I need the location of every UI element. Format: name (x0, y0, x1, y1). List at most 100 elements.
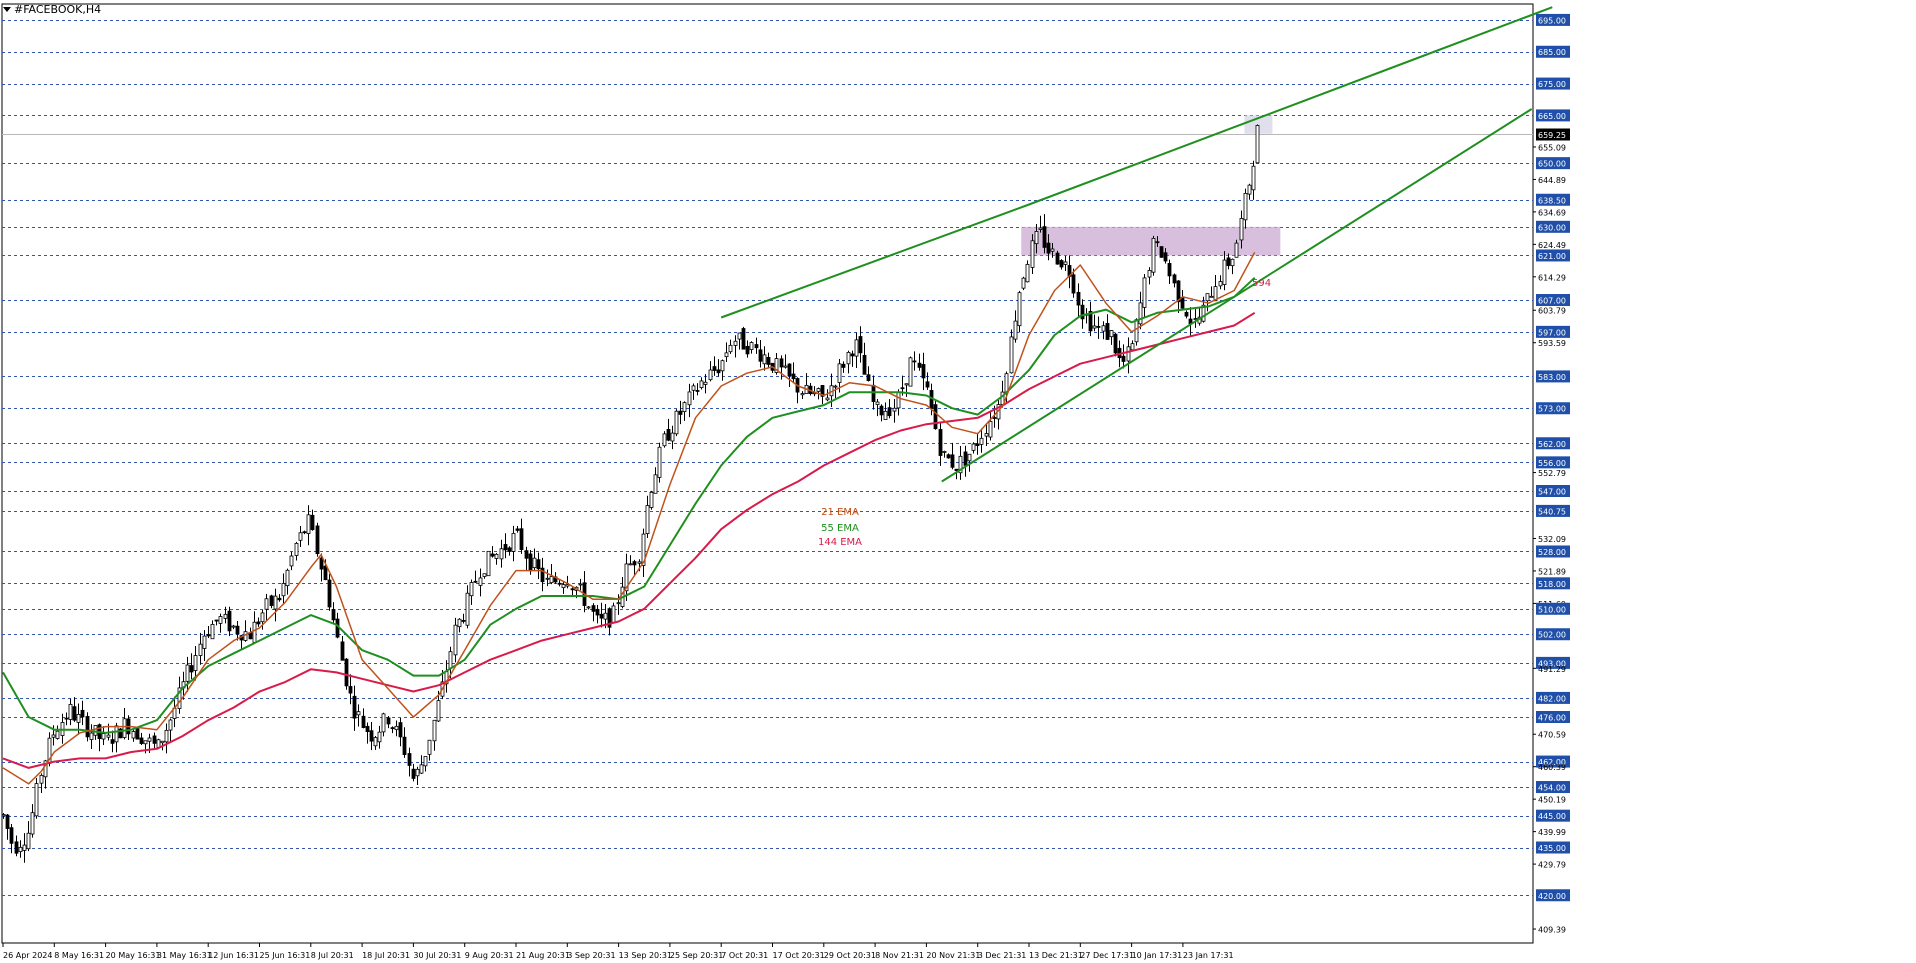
candle-body (68, 703, 73, 720)
candle-body (1251, 165, 1256, 191)
price-level-label: 597.00 (1538, 328, 1566, 337)
time-axis-label: 31 May 16:31 (157, 951, 212, 960)
candle-body (528, 553, 533, 572)
candle-body (892, 407, 897, 412)
candle-body (110, 739, 115, 744)
candle-body (858, 336, 863, 354)
candle-body (206, 634, 211, 637)
candle-body (1101, 325, 1106, 332)
candle-body (1239, 218, 1244, 241)
candle-body (164, 729, 169, 743)
candle-body (193, 655, 198, 671)
candle-body (1130, 343, 1135, 351)
candle-body (415, 768, 420, 777)
candle-body (1004, 373, 1009, 393)
candle-body (921, 364, 926, 379)
price-level-label: 518.00 (1538, 580, 1566, 589)
candle-body (988, 420, 993, 438)
candle-body (135, 728, 140, 740)
candle-body (235, 625, 240, 635)
candle-body (545, 577, 550, 580)
time-axis-label: 8 May 16:31 (54, 951, 104, 960)
candle-body (365, 725, 370, 733)
candle-body (1147, 270, 1152, 278)
time-axis-label: 9 Aug 20:31 (465, 951, 514, 960)
candle-body (917, 362, 922, 368)
time-axis-label: 27 Dec 17:31 (1080, 951, 1134, 960)
price-axis-label: 491.29 (1538, 665, 1566, 674)
candle-body (967, 453, 972, 462)
candle-body (1038, 227, 1043, 230)
price-axis-label: 460.39 (1538, 763, 1566, 772)
candle-body (1230, 258, 1235, 267)
candle-body (453, 624, 458, 656)
candle-body (461, 620, 466, 622)
price-level-tag (1536, 889, 1570, 902)
price-axis-label: 409.39 (1538, 926, 1566, 935)
price-level-label: 650.00 (1538, 160, 1566, 169)
symbol-title[interactable]: #FACEBOOK,H4 (3, 3, 101, 16)
candle-body (1180, 296, 1185, 309)
candle-body (1030, 240, 1035, 268)
dropdown-triangle-icon[interactable] (3, 7, 11, 12)
price-level-tag (1536, 109, 1570, 122)
candle-body (946, 454, 951, 459)
candle-body (666, 428, 671, 441)
candle-body (218, 616, 223, 624)
candle-body (43, 760, 48, 778)
candle-body (72, 706, 77, 721)
candle-body (1205, 293, 1210, 302)
candle-body (427, 739, 432, 755)
candle-body (837, 363, 842, 383)
candle-body (607, 608, 612, 628)
candle-body (269, 595, 274, 606)
candle-body (277, 597, 282, 601)
candle-body (1163, 252, 1168, 262)
candle-body (1046, 242, 1051, 254)
price-level-label: 502.00 (1538, 631, 1566, 640)
candle-body (30, 812, 35, 835)
price-level-label: 482.00 (1538, 694, 1566, 703)
candle-body (390, 727, 395, 730)
candle-body (327, 579, 332, 608)
candle-body (716, 369, 721, 374)
candle-body (34, 783, 39, 817)
candle-body (394, 725, 399, 731)
candle-body (285, 569, 290, 587)
candle-body (657, 446, 662, 478)
candle-body (1213, 286, 1218, 302)
candle-body (386, 717, 391, 725)
candle-body (1109, 330, 1114, 338)
candle-body (1105, 323, 1110, 340)
time-axis-label: 12 Jun 16:31 (208, 951, 259, 960)
price-level-tag (1536, 193, 1570, 206)
candle-body (1042, 226, 1047, 248)
price-level-label: 462.00 (1538, 758, 1566, 767)
price-level-label: 420.00 (1538, 892, 1566, 901)
candle-body (411, 768, 416, 779)
candle-body (975, 443, 980, 447)
candle-body (833, 385, 838, 388)
candle-body (352, 695, 357, 719)
candle-body (85, 716, 90, 738)
candle-body (432, 719, 437, 742)
time-axis-label: 17 Oct 20:31 (773, 951, 825, 960)
price-level-tag (1536, 504, 1570, 517)
candle-body (879, 405, 884, 416)
candle-body (256, 621, 261, 625)
candle-body (515, 528, 520, 531)
candle-body (490, 553, 495, 557)
candle-body (578, 583, 583, 586)
candle-body (340, 641, 345, 661)
candle-body (992, 417, 997, 419)
price-level-label: 607.00 (1538, 297, 1566, 306)
price-axis-label: 593.59 (1538, 339, 1566, 348)
price-axis-label: 624.49 (1538, 241, 1566, 250)
price-level-label: 540.75 (1538, 507, 1566, 516)
candle-body (51, 734, 56, 738)
candle-body (9, 827, 14, 844)
candle-body (252, 621, 257, 643)
candle-body (281, 583, 286, 597)
